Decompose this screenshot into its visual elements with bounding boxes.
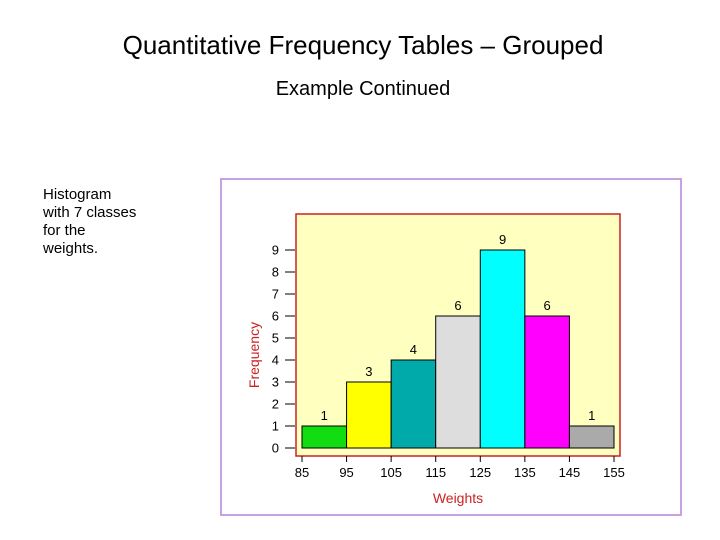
bar-value-label: 3 xyxy=(365,364,372,379)
bar-value-label: 9 xyxy=(499,232,506,247)
x-tick-label: 95 xyxy=(339,465,353,480)
x-tick-label: 125 xyxy=(469,465,491,480)
slide-title: Quantitative Frequency Tables – Grouped xyxy=(122,30,604,60)
x-tick-label: 155 xyxy=(603,465,625,480)
bar-value-label: 6 xyxy=(454,298,461,313)
x-tick-label: 145 xyxy=(559,465,581,480)
bar-135-145 xyxy=(524,315,570,449)
bar-85-95 xyxy=(301,425,348,449)
x-tick-label: 115 xyxy=(425,465,446,480)
bar-145-155 xyxy=(568,425,615,449)
bar-value-label: 1 xyxy=(321,408,328,423)
bar-105-115 xyxy=(390,359,437,449)
y-tick-label: 3 xyxy=(272,375,279,390)
x-tick-label: 135 xyxy=(514,465,536,480)
y-axis-title: Frequency xyxy=(246,322,262,388)
histogram-chart: 1 3 4 6 9 6 1 0 1 2 3 4 5 6 7 8 9 85 95 105 115 125 135 145 155 W… xyxy=(246,213,625,506)
y-tick-label: 2 xyxy=(272,397,279,412)
x-tick-label: 85 xyxy=(295,465,309,480)
bar-value-label: 6 xyxy=(544,298,551,313)
bar-95-105 xyxy=(346,381,392,449)
slide-subtitle: Example Continued xyxy=(275,78,451,100)
y-tick-label: 9 xyxy=(272,243,279,258)
side-note: Histogram with 7 classes for the weights… xyxy=(43,186,137,257)
y-tick-label: 4 xyxy=(272,353,279,368)
y-tick-label: 8 xyxy=(272,265,279,280)
x-tick-label: 105 xyxy=(380,465,402,480)
bar-value-label: 4 xyxy=(410,342,417,357)
bar-115-125 xyxy=(435,315,481,449)
y-tick-label: 1 xyxy=(272,419,279,434)
x-axis-title: Weights xyxy=(433,490,483,506)
bar-value-label: 1 xyxy=(588,408,595,423)
y-tick-label: 6 xyxy=(272,309,279,324)
y-tick-label: 7 xyxy=(272,287,279,302)
y-tick-label: 5 xyxy=(272,331,279,346)
chart-frame: 1 3 4 6 9 6 1 0 1 2 3 4 5 6 7 8 9 85 95 105 115 125 135 145 155 W… xyxy=(220,178,682,516)
bar-125-135 xyxy=(479,249,526,449)
y-tick-label: 0 xyxy=(272,441,279,456)
